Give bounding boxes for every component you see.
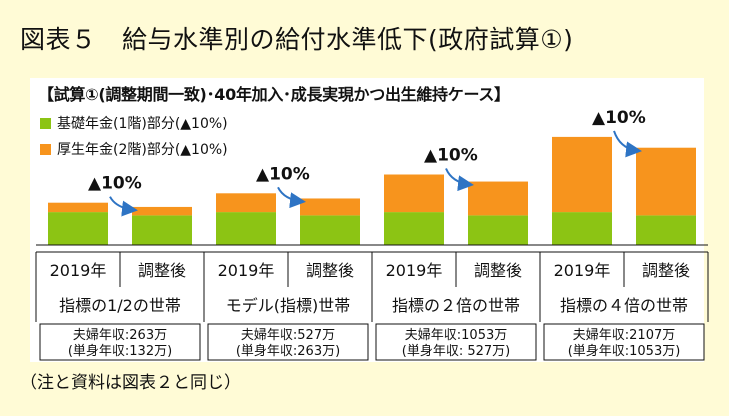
reduction-arrow-1	[277, 186, 306, 209]
group-label-3: 指標の４倍の世帯	[560, 296, 688, 315]
bar-employee-2	[216, 193, 276, 213]
reduction-arrow-0	[109, 196, 138, 217]
group-label-1: モデル(指標)世帯	[226, 296, 351, 315]
page-title: 図表５ 給与水準別の給付水準低下(政府試算①)	[20, 25, 574, 54]
bar-basic-2	[216, 212, 276, 245]
income-line2-2: (単身年収: 527万)	[402, 343, 510, 359]
legend-swatch-basic	[40, 118, 51, 129]
bar-employee-0	[48, 202, 108, 213]
income-line1-2: 夫婦年収:1053万	[405, 327, 507, 343]
income-box-3	[543, 323, 705, 361]
reduction-label-2: ▲10%	[424, 146, 478, 166]
income-line1-0: 夫婦年収:263万	[73, 327, 167, 343]
group-label-0: 指標の1/2の世帯	[59, 296, 181, 315]
category-label-3: 調整後	[306, 261, 354, 280]
legend-label-basic: 基礎年金(1階)部分(▲10%)	[57, 116, 228, 132]
bar-basic-5	[468, 215, 528, 245]
income-line1-1: 夫婦年収:527万	[241, 327, 335, 343]
income-box-1	[207, 323, 369, 361]
bar-basic-6	[552, 212, 612, 245]
legend-item-employee: 厚生年金(2階)部分(▲10%)	[40, 140, 228, 160]
category-label-0: 2019年	[50, 261, 107, 280]
category-label-4: 2019年	[386, 261, 443, 280]
reduction-label-0: ▲10%	[88, 174, 142, 194]
bar-employee-1	[132, 206, 192, 216]
category-label-1: 調整後	[138, 261, 186, 280]
footnote: （注と資料は図表２と同じ）	[20, 373, 241, 393]
group-label-2: 指標の２倍の世帯	[392, 296, 520, 315]
legend-label-employee: 厚生年金(2階)部分(▲10%)	[57, 142, 228, 158]
reduction-arrow-3	[613, 130, 642, 158]
income-line2-3: (単身年収:1053万)	[568, 343, 681, 359]
bar-employee-3	[300, 198, 360, 216]
bar-employee-5	[468, 181, 528, 216]
bar-basic-3	[300, 215, 360, 245]
category-label-2: 2019年	[218, 261, 275, 280]
legend-item-basic: 基礎年金(1階)部分(▲10%)	[40, 114, 228, 134]
reduction-arrow-2	[445, 168, 474, 192]
category-label-5: 調整後	[474, 261, 522, 280]
reduction-label-1: ▲10%	[256, 164, 310, 184]
income-box-0	[39, 323, 201, 361]
income-line2-0: (単身年収:132万)	[68, 343, 172, 359]
bar-basic-0	[48, 212, 108, 245]
category-label-6: 2019年	[554, 261, 611, 280]
category-label-7: 調整後	[642, 261, 690, 280]
legend-swatch-employee	[40, 144, 51, 155]
income-box-2	[375, 323, 537, 361]
bar-employee-7	[636, 147, 696, 216]
bar-basic-7	[636, 215, 696, 245]
chart-title: 【試算①(調整期間一致)･40年加入･成長実現かつ出生維持ケース】	[38, 85, 510, 104]
income-line1-3: 夫婦年収:2107万	[573, 327, 675, 343]
bar-employee-6	[552, 136, 612, 213]
bar-basic-4	[384, 212, 444, 245]
bar-basic-1	[132, 215, 192, 245]
reduction-label-3: ▲10%	[592, 108, 646, 128]
income-line2-1: (単身年収:263万)	[236, 343, 340, 359]
bar-employee-4	[384, 174, 444, 213]
